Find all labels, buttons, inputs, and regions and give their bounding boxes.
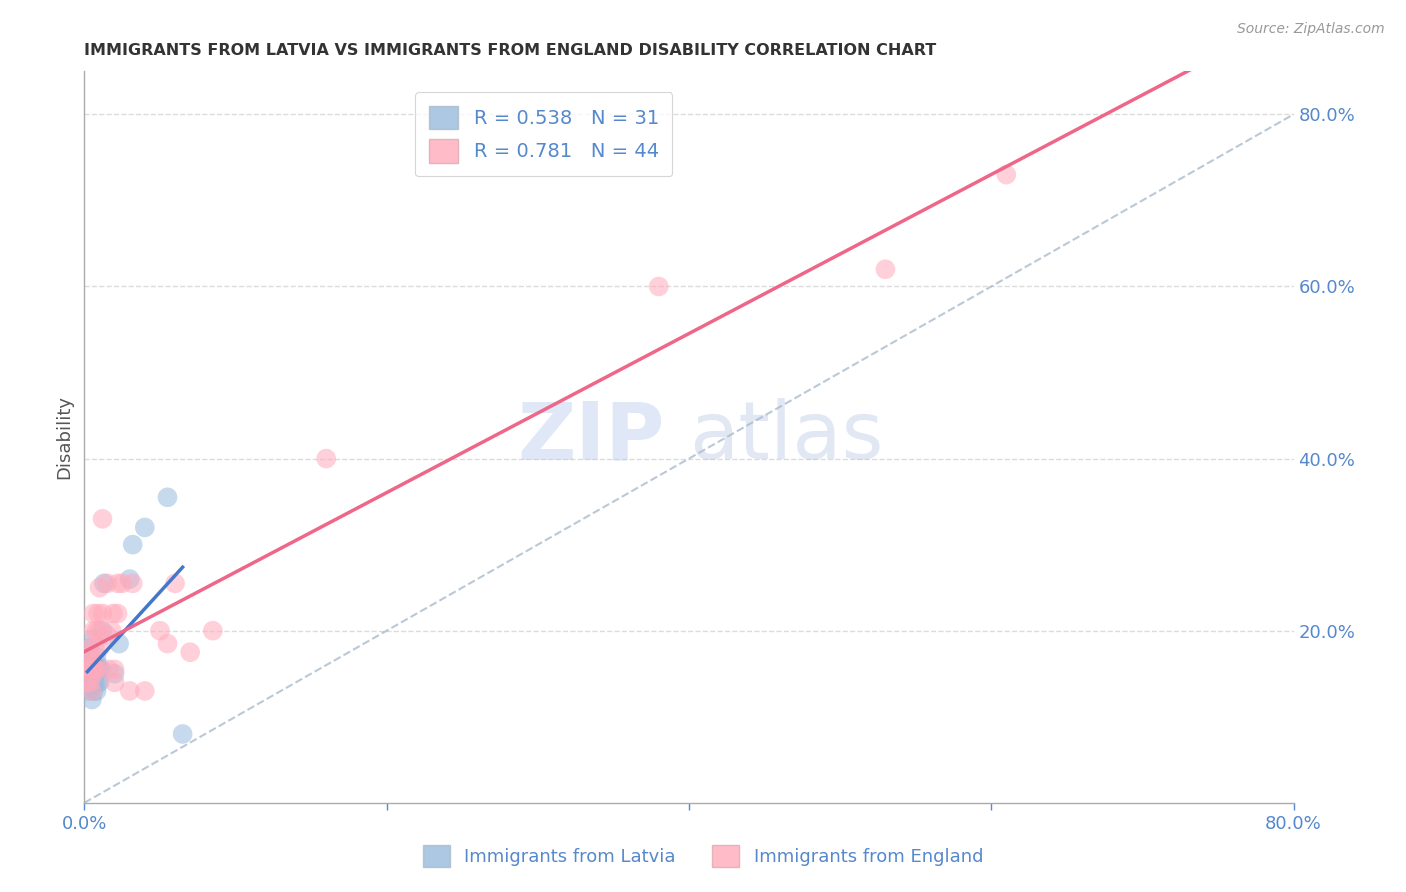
Point <box>87 607 110 621</box>
Point <box>101 607 124 621</box>
Text: Source: ZipAtlas.com: Source: ZipAtlas.com <box>1237 22 1385 37</box>
Point <box>118 572 141 586</box>
Point <box>96 628 118 642</box>
Point <box>89 640 111 655</box>
Point <box>201 624 224 638</box>
Point <box>97 662 120 676</box>
Point <box>89 581 111 595</box>
Point <box>104 666 127 681</box>
Point <box>86 662 108 676</box>
Point <box>82 607 104 621</box>
Point <box>172 727 194 741</box>
Text: ZIP: ZIP <box>517 398 665 476</box>
Point <box>82 684 104 698</box>
Point <box>89 675 111 690</box>
Text: IMMIGRANTS FROM LATVIA VS IMMIGRANTS FROM ENGLAND DISABILITY CORRELATION CHART: IMMIGRANTS FROM LATVIA VS IMMIGRANTS FRO… <box>84 43 936 58</box>
Point <box>79 675 101 690</box>
Point <box>104 675 127 690</box>
Text: atlas: atlas <box>689 398 883 476</box>
Point <box>80 684 103 698</box>
Point <box>80 692 103 706</box>
Point <box>77 684 100 698</box>
Point <box>77 649 100 664</box>
Point <box>79 640 101 655</box>
Point <box>84 640 107 655</box>
Point <box>121 538 143 552</box>
Point <box>77 658 100 673</box>
Point <box>87 675 110 690</box>
Point <box>79 649 101 664</box>
Point <box>82 666 104 681</box>
Point <box>165 576 187 591</box>
Point <box>89 662 111 676</box>
Point <box>315 451 337 466</box>
Point <box>76 675 98 690</box>
Point <box>91 607 114 621</box>
Point <box>82 662 104 676</box>
Point <box>77 666 100 681</box>
Point <box>156 491 179 505</box>
Point <box>82 624 104 638</box>
Point <box>100 624 122 638</box>
Point <box>80 658 103 673</box>
Point <box>79 666 101 681</box>
Point <box>90 662 112 676</box>
Point <box>134 520 156 534</box>
Point <box>86 684 108 698</box>
Point <box>134 684 156 698</box>
Point <box>104 662 127 676</box>
Point <box>121 576 143 591</box>
Y-axis label: Disability: Disability <box>55 395 73 479</box>
Legend: R = 0.538   N = 31, R = 0.781   N = 44: R = 0.538 N = 31, R = 0.781 N = 44 <box>415 92 672 177</box>
Point <box>179 645 201 659</box>
Point <box>118 684 141 698</box>
Point <box>107 576 129 591</box>
Point <box>91 512 114 526</box>
Point <box>89 624 111 638</box>
Point <box>84 658 107 673</box>
Point <box>156 637 179 651</box>
Point <box>76 658 98 673</box>
Point <box>96 576 118 591</box>
Point <box>93 576 115 591</box>
Point <box>875 262 897 277</box>
Point <box>111 576 134 591</box>
Point <box>108 637 131 651</box>
Point <box>82 675 104 690</box>
Point <box>648 279 671 293</box>
Point <box>86 649 108 664</box>
Point <box>87 658 110 673</box>
Point <box>107 607 129 621</box>
Point <box>84 675 107 690</box>
Point <box>86 624 108 638</box>
Point <box>77 640 100 655</box>
Point <box>84 662 107 676</box>
Point <box>79 662 101 676</box>
Point <box>149 624 172 638</box>
Point <box>76 675 98 690</box>
Point <box>80 632 103 647</box>
Point <box>91 624 114 638</box>
Legend: Immigrants from Latvia, Immigrants from England: Immigrants from Latvia, Immigrants from … <box>416 838 990 874</box>
Point <box>995 168 1018 182</box>
Point <box>86 662 108 676</box>
Point <box>76 662 98 676</box>
